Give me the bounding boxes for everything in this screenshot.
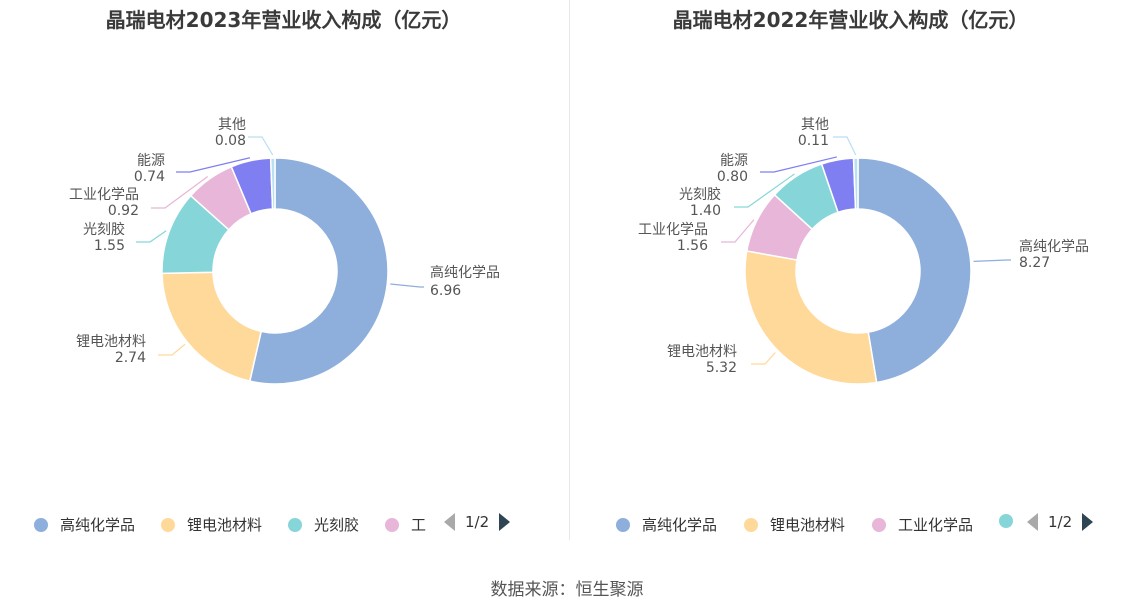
slice-value-label: 0.08 xyxy=(215,133,246,149)
legend-label: 高纯化学品 xyxy=(642,516,718,534)
legend-item[interactable]: 高纯化学品 xyxy=(34,514,135,535)
panel-divider xyxy=(569,0,570,540)
slice-name-label: 光刻胶 xyxy=(83,221,125,238)
leader-line xyxy=(136,230,167,243)
leader-line xyxy=(158,343,186,356)
legend-item[interactable]: 锂电池材料 xyxy=(161,514,262,535)
next-page-icon[interactable] xyxy=(499,513,511,531)
leader-line xyxy=(176,157,251,173)
slice-name-label: 能源 xyxy=(137,153,165,169)
legend-label: 锂电池材料 xyxy=(770,516,846,534)
legend-label: 高纯化学品 xyxy=(60,516,136,534)
legend-item[interactable]: 锂电池材料 xyxy=(744,514,845,535)
data-source-note: 数据来源：恒生聚源 xyxy=(490,580,644,600)
donut-slice[interactable] xyxy=(248,157,389,385)
legend-item[interactable]: 光刻胶 xyxy=(288,514,359,535)
slice-value-label: 0.80 xyxy=(717,169,748,185)
leader-line xyxy=(721,219,755,243)
leader-line xyxy=(973,259,1011,263)
slice-value-label: 8.27 xyxy=(1019,255,1050,271)
leader-line xyxy=(751,352,776,365)
slice-value-label: 0.11 xyxy=(798,133,829,149)
legend-marker xyxy=(34,517,48,532)
leader-line xyxy=(248,136,274,156)
leader-line xyxy=(760,156,837,173)
legend-page-indicator: 1/2 xyxy=(1048,513,1073,531)
slice-name-label: 锂电池材料 xyxy=(76,334,146,350)
chart-panel-2022: 晶瑞电材2022年营业收入构成（亿元） 高纯化学品 8.27 锂电池材料 5.32 工业… xyxy=(567,0,1134,550)
donut-slice[interactable] xyxy=(269,157,276,210)
chart-title: 晶瑞电材2023年营业收入构成（亿元） xyxy=(105,8,462,32)
leader-line xyxy=(390,283,424,288)
slice-name-label: 高纯化学品 xyxy=(1019,238,1089,255)
legend-2023: 高纯化学品 锂电池材料 光刻胶 工 1/2 xyxy=(0,510,567,540)
legend-item[interactable] xyxy=(999,514,1025,528)
legend-item[interactable]: 工业化学品 xyxy=(872,514,973,535)
slice-name-label: 能源 xyxy=(720,153,748,169)
prev-page-icon[interactable] xyxy=(1027,513,1038,531)
legend-marker xyxy=(999,514,1013,528)
slice-name-label: 其他 xyxy=(218,117,246,133)
legend-marker xyxy=(744,517,758,532)
slice-name-label: 其他 xyxy=(801,117,829,133)
donut-slice[interactable] xyxy=(744,250,878,385)
legend-label: 光刻胶 xyxy=(314,516,360,534)
slice-value-label: 1.56 xyxy=(677,238,708,254)
legend-marker xyxy=(385,517,399,532)
legend-label: 工 xyxy=(411,516,427,534)
leader-line xyxy=(833,136,857,156)
legend-pager: 1/2 xyxy=(1027,513,1094,531)
legend-page-indicator: 1/2 xyxy=(465,513,490,531)
legend-item[interactable]: 高纯化学品 xyxy=(616,514,717,535)
slice-value-label: 1.55 xyxy=(94,238,125,254)
slice-value-label: 5.32 xyxy=(706,360,737,376)
leader-line xyxy=(151,176,209,209)
legend-label: 工业化学品 xyxy=(898,516,974,534)
slice-name-label: 工业化学品 xyxy=(69,187,139,203)
donut-slice[interactable] xyxy=(852,157,859,210)
donut-slice[interactable] xyxy=(161,271,263,383)
legend-marker xyxy=(872,517,886,532)
slice-value-label: 0.74 xyxy=(134,169,165,185)
slice-value-label: 2.74 xyxy=(115,350,146,366)
slice-name-label: 工业化学品 xyxy=(638,222,708,238)
slice-name-label: 高纯化学品 xyxy=(430,264,500,281)
prev-page-icon[interactable] xyxy=(444,513,455,531)
slice-value-label: 6.96 xyxy=(430,283,461,299)
legend-pager: 1/2 xyxy=(444,513,511,531)
chart-title: 晶瑞电材2022年营业收入构成（亿元） xyxy=(672,8,1029,32)
legend-marker xyxy=(288,517,302,532)
donut-slice[interactable] xyxy=(857,157,972,384)
legend-label: 锂电池材料 xyxy=(187,516,263,534)
slice-value-label: 1.40 xyxy=(690,203,721,219)
slice-value-label: 0.92 xyxy=(108,203,139,219)
legend-marker xyxy=(616,517,630,532)
legend-item[interactable]: 工 xyxy=(385,514,426,535)
legend-2022: 高纯化学品 锂电池材料 工业化学品 1/2 xyxy=(567,510,1134,540)
slice-name-label: 锂电池材料 xyxy=(667,344,737,360)
legend-marker xyxy=(161,517,175,532)
next-page-icon[interactable] xyxy=(1082,513,1094,531)
chart-panel-2023: 晶瑞电材2023年营业收入构成（亿元） 高纯化学品 6.96 锂电池材料 2.74 光刻… xyxy=(0,0,567,550)
slice-name-label: 光刻胶 xyxy=(679,186,721,203)
leader-line xyxy=(734,173,795,208)
